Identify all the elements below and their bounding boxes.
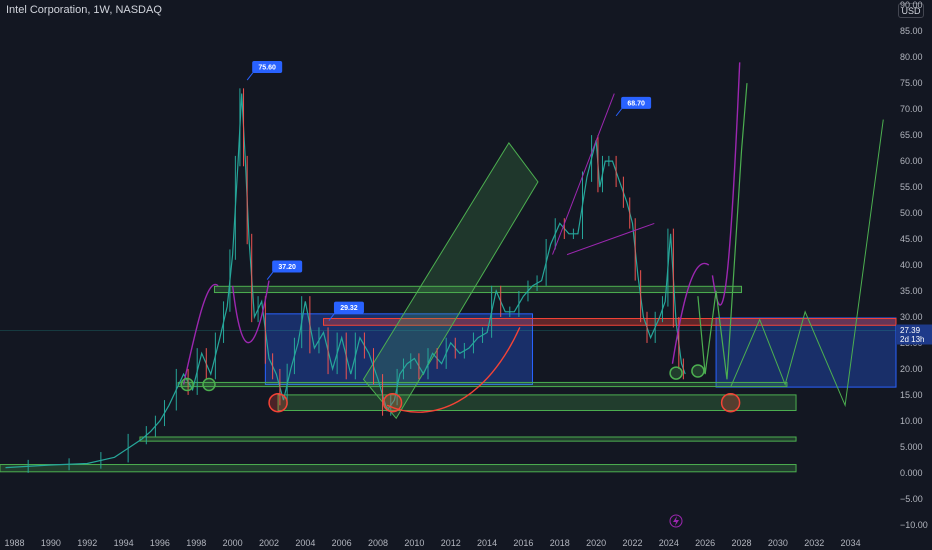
lightning-icon-bolt: [673, 516, 679, 526]
callout-box: [272, 260, 303, 273]
callout-label: 75.60: [258, 65, 276, 72]
y-tick-label: 60.00: [900, 156, 923, 166]
purple-trendline: [566, 222, 655, 256]
x-tick-label: 1994: [114, 538, 134, 548]
support-circle: [382, 392, 403, 413]
projection-path: [697, 83, 748, 380]
callout-box: [621, 96, 652, 109]
x-tick-label: 1998: [186, 538, 206, 548]
price-badge-countdown: 2d 13h: [900, 335, 924, 344]
red-zone-29: [323, 318, 897, 326]
x-tick-label: 1996: [150, 538, 170, 548]
x-tick-label: 2008: [368, 538, 388, 548]
x-tick-label: 1992: [77, 538, 97, 548]
purple-arc: [711, 62, 741, 306]
callout-label: 68.70: [627, 100, 645, 107]
y-tick-label: 5.000: [900, 442, 923, 452]
y-tick-label: 15.00: [900, 390, 923, 400]
drawing-annotations[interactable]: 75.60 37.20 29.32 68.70: [180, 61, 884, 528]
red-arc: [386, 327, 521, 413]
support-circle: [268, 392, 288, 413]
y-tick-label: 45.00: [900, 234, 923, 244]
support-circle: [669, 366, 683, 380]
blue-projection-box: [715, 317, 897, 388]
callout-box: [333, 301, 364, 314]
green-zone-6: [139, 436, 797, 442]
price-badge-value: 27.39: [900, 326, 921, 335]
y-tick-label: −5.00: [900, 494, 923, 504]
lightning-icon: [669, 514, 683, 528]
price-line: [5, 93, 686, 469]
y-tick-label: 20.00: [900, 364, 923, 374]
y-tick-label: −10.00: [900, 520, 928, 530]
green-zone-35: [213, 285, 743, 294]
purple-trendline: [552, 93, 615, 255]
x-tick-label: 2002: [259, 538, 279, 548]
y-tick-label: 0.000: [900, 468, 923, 478]
purple-arc: [182, 283, 219, 385]
y-tick-label: 90.00: [900, 0, 923, 10]
x-tick-label: 2022: [622, 538, 642, 548]
price-badge-box: [896, 324, 932, 345]
y-tick-label: 80.00: [900, 52, 923, 62]
support-circle: [691, 364, 705, 378]
x-tick-label: 2032: [804, 538, 824, 548]
y-tick-label: 40.00: [900, 260, 923, 270]
x-tick-label: 2020: [586, 538, 606, 548]
x-tick-label: 2000: [223, 538, 243, 548]
x-tick-label: 2034: [841, 538, 861, 548]
support-circle: [202, 377, 216, 392]
y-tick-label: 70.00: [900, 104, 923, 114]
x-tick-label: 2006: [332, 538, 352, 548]
lightning-icon-ring: [669, 514, 683, 528]
support-circle: [180, 377, 194, 392]
x-tick-label: 2018: [550, 538, 570, 548]
y-tick-label: 75.00: [900, 78, 923, 88]
y-tick-label: 65.00: [900, 130, 923, 140]
y-tick-label: 35.00: [900, 286, 923, 296]
x-tick-label: 2028: [732, 538, 752, 548]
x-tick-label: 1988: [5, 538, 25, 548]
x-tick-label: 2024: [659, 538, 679, 548]
support-circle: [720, 392, 741, 413]
y-tick-label: 55.00: [900, 182, 923, 192]
x-tick-label: 2010: [404, 538, 424, 548]
x-tick-label: 2004: [295, 538, 315, 548]
callout-label: 37.20: [278, 264, 296, 271]
y-tick-label: 30.00: [900, 312, 923, 322]
chart-title: Intel Corporation, 1W, NASDAQ: [6, 4, 162, 16]
y-tick-label: 50.00: [900, 208, 923, 218]
green-zone-13: [277, 394, 797, 411]
x-tick-label: 1990: [41, 538, 61, 548]
x-tick-label: 2012: [441, 538, 461, 548]
purple-arc: [231, 280, 270, 344]
y-tick-label: 85.00: [900, 26, 923, 36]
currency-button[interactable]: USD: [898, 3, 924, 18]
y-tick-label: 10.00: [900, 416, 923, 426]
purple-arc: [671, 262, 710, 364]
callout-box: [252, 61, 283, 74]
x-tick-label: 2016: [513, 538, 533, 548]
green-zone-1: [0, 464, 797, 473]
callout-label: 29.32: [340, 305, 358, 312]
x-tick-label: 2030: [768, 538, 788, 548]
drawing-zones[interactable]: [0, 142, 897, 473]
projection-path: [730, 119, 884, 408]
x-tick-label: 2014: [477, 538, 497, 548]
x-tick-label: 2026: [695, 538, 715, 548]
